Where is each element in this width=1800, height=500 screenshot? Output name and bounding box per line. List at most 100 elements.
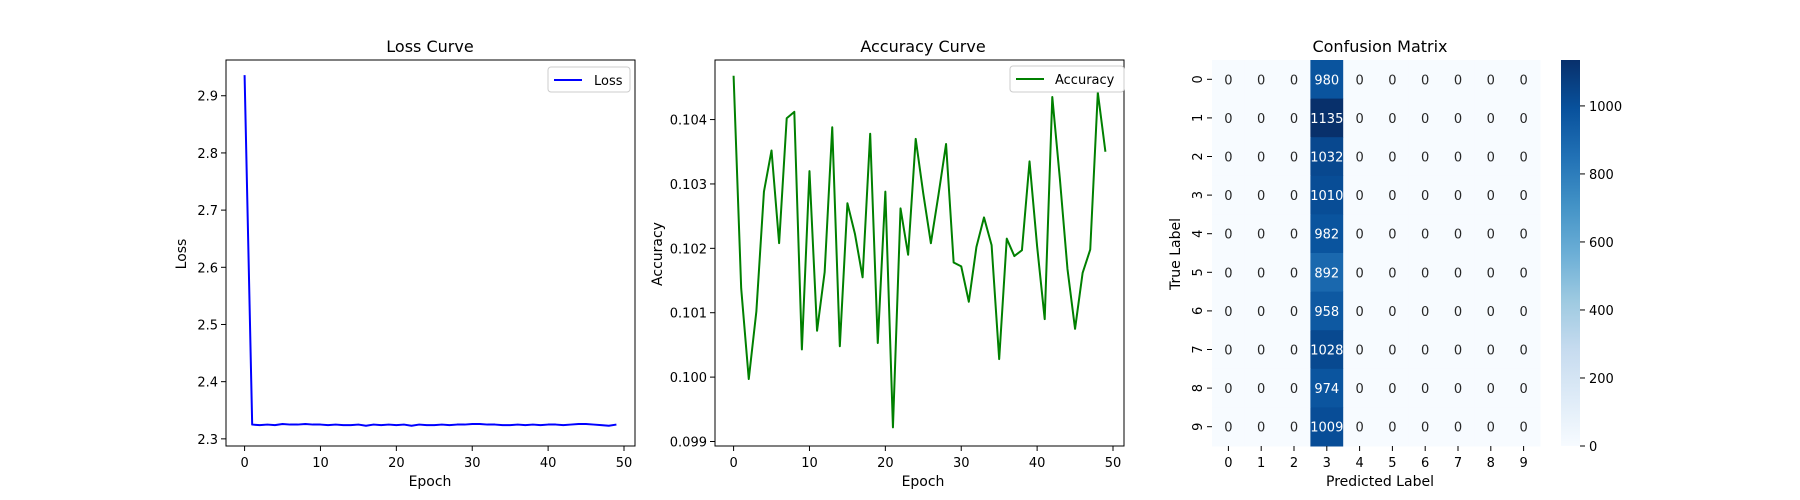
confusion-cell-value: 0	[1355, 421, 1363, 436]
accuracy-x-tick-label: 0	[729, 456, 737, 471]
accuracy-legend-label: Accuracy	[1055, 73, 1115, 88]
confusion-cell-value: 0	[1224, 344, 1232, 359]
confusion-cell-value: 0	[1421, 73, 1429, 88]
colorbar: 0 200 400 600 800 1000	[1561, 60, 1622, 455]
confusion-cell	[1376, 291, 1410, 331]
confusion-cell	[1376, 253, 1410, 293]
confusion-matrix-cells: 0 0 0 980 0 0 0 0 0 00 0 0 1135 0 0 0 0 0 00 0 0 1032 0 0 0 0 0 00 0…	[1191, 60, 1541, 471]
accuracy-legend: Accuracy	[1009, 65, 1125, 93]
confusion-cell	[1310, 98, 1344, 138]
confusion-cell-value: 0	[1519, 266, 1527, 281]
confusion-cell-value: 0	[1454, 382, 1462, 397]
accuracy-y-axis-label: Accuracy	[650, 222, 666, 286]
confusion-cell-value: 0	[1224, 421, 1232, 436]
confusion-cell-value: 1028	[1310, 344, 1343, 359]
confusion-cell	[1244, 253, 1279, 293]
confusion-cell-value: 0	[1454, 189, 1462, 204]
confusion-cell-value: 0	[1519, 305, 1527, 320]
confusion-y-axis-label: True Label	[1168, 218, 1184, 291]
loss-y-axis-label: Loss	[174, 239, 190, 270]
confusion-cell-value: 0	[1257, 151, 1265, 166]
confusion-cell-value: 0	[1487, 228, 1495, 243]
confusion-x-tick-label: 7	[1454, 456, 1462, 471]
confusion-cell	[1212, 368, 1246, 408]
loss-y-tick-label: 2.3	[197, 433, 218, 448]
confusion-cell-value: 0	[1388, 382, 1396, 397]
confusion-cell-value: 0	[1257, 73, 1265, 88]
confusion-cell	[1277, 214, 1311, 254]
accuracy-x-tick-label: 30	[953, 456, 970, 471]
accuracy-plot-area: 0 10 20 30 40 50 0.099 0.100 0.101 0.102 0.103 0.10…	[670, 59, 1125, 471]
confusion-cell-value: 0	[1257, 305, 1265, 320]
confusion-cell	[1212, 137, 1246, 177]
colorbar-tick-label: 200	[1589, 372, 1614, 387]
confusion-x-axis-label: Predicted Label	[1326, 474, 1434, 490]
accuracy-chart-title: Accuracy Curve	[860, 37, 985, 56]
confusion-cell	[1376, 214, 1410, 254]
confusion-cell	[1441, 368, 1475, 408]
confusion-y-tick-label: 0	[1191, 75, 1206, 83]
confusion-cell-value: 0	[1355, 151, 1363, 166]
confusion-cell	[1376, 407, 1410, 447]
confusion-cell-value: 0	[1487, 73, 1495, 88]
confusion-cell	[1343, 253, 1377, 293]
confusion-cell	[1277, 368, 1311, 408]
confusion-cell-value: 0	[1355, 228, 1363, 243]
confusion-cell	[1277, 330, 1311, 370]
confusion-cell	[1474, 330, 1508, 370]
confusion-cell-value: 0	[1224, 189, 1232, 204]
accuracy-y-tick-label: 0.099	[670, 435, 707, 450]
confusion-cell	[1507, 137, 1541, 177]
confusion-cell	[1507, 60, 1541, 100]
colorbar-gradient	[1561, 60, 1580, 446]
loss-y-tick-label: 2.8	[197, 147, 218, 162]
confusion-cell-value: 0	[1454, 73, 1462, 88]
confusion-cell-value: 0	[1355, 73, 1363, 88]
colorbar-tick-label: 400	[1589, 304, 1614, 319]
confusion-cell	[1343, 291, 1377, 331]
confusion-cell	[1244, 214, 1279, 254]
confusion-cell-value: 0	[1454, 112, 1462, 127]
confusion-cell	[1212, 253, 1246, 293]
confusion-cell	[1441, 98, 1475, 138]
colorbar-tick-label: 800	[1589, 168, 1614, 183]
loss-x-tick-label: 40	[540, 456, 557, 471]
confusion-cell-value: 0	[1454, 344, 1462, 359]
confusion-cell-value: 980	[1314, 73, 1339, 88]
confusion-cell-value: 0	[1224, 228, 1232, 243]
loss-x-tick-label: 50	[616, 456, 633, 471]
confusion-cell-value: 0	[1519, 344, 1527, 359]
confusion-cell-value: 0	[1421, 305, 1429, 320]
confusion-cell-value: 0	[1290, 344, 1298, 359]
confusion-cell-value: 0	[1224, 305, 1232, 320]
confusion-cell	[1474, 407, 1508, 447]
confusion-cell-value: 0	[1257, 112, 1265, 127]
confusion-cell-value: 0	[1519, 73, 1527, 88]
confusion-cell-value: 0	[1290, 228, 1298, 243]
confusion-cell-value: 0	[1487, 305, 1495, 320]
loss-y-tick-label: 2.4	[197, 376, 218, 391]
loss-legend: Loss	[547, 66, 631, 93]
confusion-y-tick-label: 7	[1191, 345, 1206, 353]
accuracy-axes-frame	[714, 59, 1125, 447]
confusion-cell	[1343, 137, 1377, 177]
confusion-cell	[1310, 60, 1344, 100]
confusion-x-tick-label: 3	[1323, 456, 1331, 471]
confusion-cell-value: 0	[1421, 189, 1429, 204]
accuracy-x-tick-label: 20	[877, 456, 894, 471]
confusion-y-tick-label: 5	[1191, 268, 1206, 276]
confusion-cell-value: 0	[1454, 228, 1462, 243]
confusion-cell	[1474, 98, 1508, 138]
confusion-cell	[1343, 214, 1377, 254]
confusion-cell	[1212, 291, 1246, 331]
loss-legend-box	[547, 66, 631, 93]
colorbar-tick-label: 600	[1589, 236, 1614, 251]
confusion-matrix: Confusion Matrix 0 0 0 980 0 0 0 0 0 00 0 0 1135 0 0 0 0…	[1168, 37, 1622, 490]
confusion-cell	[1277, 407, 1311, 447]
confusion-cell-value: 0	[1487, 112, 1495, 127]
confusion-cell	[1408, 137, 1443, 177]
confusion-cell	[1441, 291, 1475, 331]
confusion-cell	[1474, 291, 1508, 331]
confusion-x-tick-label: 5	[1388, 456, 1396, 471]
confusion-x-tick-label: 8	[1487, 456, 1495, 471]
